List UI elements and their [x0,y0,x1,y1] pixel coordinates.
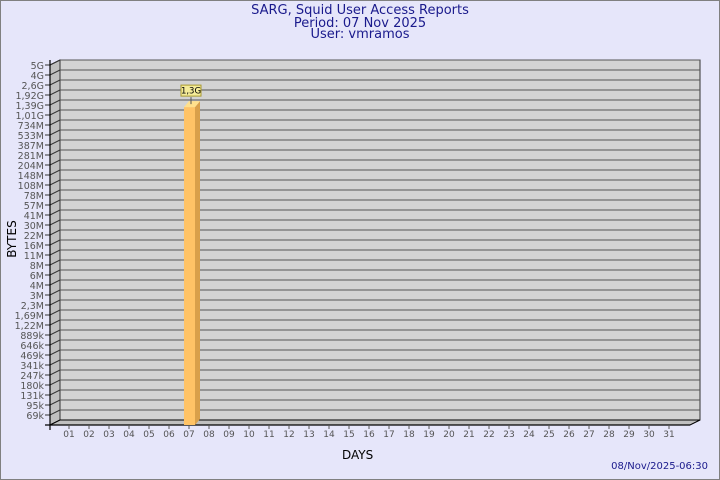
y-tick-label: 1,92G [15,91,44,102]
y-tick-label: 22M [24,231,44,242]
x-tick-label: 01 [63,430,74,440]
floor [49,419,701,426]
y-tick-label: 16M [24,241,44,252]
chart-title: SARG, Squid User Access Reports [251,3,469,18]
x-axis-label: DAYS [342,448,374,462]
x-tick-label: 06 [163,430,175,440]
y-tick-label: 41M [24,211,44,222]
x-tick-label: 04 [123,430,135,440]
y-tick-label: 204M [18,161,44,172]
data-label-box [180,84,202,97]
y-tick-label: 4G [31,71,44,82]
y-tick-label: 1,69M [15,311,44,322]
y-tick-label: 78M [24,191,44,202]
y-tick-label: 281M [18,151,44,162]
y-axis-label: BYTES [5,220,19,258]
y-tick-label: 341k [20,361,44,372]
x-tick-label: 26 [563,430,575,440]
x-tick-label: 31 [663,430,674,440]
y-tick-label: 4M [30,281,44,292]
y-tick-label: 2,3M [21,301,44,312]
bar-top [184,101,200,108]
x-tick-label: 24 [523,430,535,440]
x-tick-label: 22 [483,430,494,440]
bar [184,107,195,425]
y-tick-label: 11M [24,251,44,262]
x-tick-label: 14 [323,430,335,440]
x-tick-label: 23 [503,430,514,440]
x-tick-label: 25 [543,430,554,440]
x-tick-label: 05 [143,430,154,440]
y-tick-label: 469k [20,351,44,362]
y-tick-label: 2,6G [22,81,44,92]
y-tick-label: 247k [20,371,44,382]
y-tick-label: 108M [18,181,44,192]
chart-subtitle-period: Period: 07 Nov 2025 [293,16,427,31]
y-tick-label: 1,01G [15,111,44,122]
x-tick-label: 18 [403,430,415,440]
x-tick-label: 21 [463,430,474,440]
y-tick-label: 69k [26,411,44,422]
x-tick-label: 28 [603,430,615,440]
x-tick-label: 07 [183,430,194,440]
y-tick-label: 5G [31,61,44,72]
y-tick-label: 131k [20,391,44,402]
x-tick-label: 09 [223,430,235,440]
y-tick-label: 30M [24,221,44,232]
x-tick-label: 11 [263,430,274,440]
x-tick-label: 13 [303,430,314,440]
x-tick-label: 27 [583,430,594,440]
x-tick-label: 20 [443,430,455,440]
x-tick-label: 16 [363,430,375,440]
generated-timestamp: 08/Nov/2025-06:30 [611,461,708,472]
y-tick-label: 734M [18,121,44,132]
y-tick-label: 180k [20,381,44,392]
y-tick-label: 1,39G [15,101,44,112]
y-tick-label: 646k [20,341,44,352]
data-label: 1,3G [181,87,201,97]
y-tick-label: 889k [20,331,44,342]
bar-side [195,101,200,425]
x-tick-label: 29 [623,430,635,440]
y-tick-label: 6M [30,271,44,282]
x-tick-label: 15 [343,430,354,440]
chart-subtitle-user: User: vmramos [310,27,410,42]
x-tick-label: 30 [643,430,655,440]
x-tick-label: 19 [423,430,435,440]
x-tick-label: 17 [383,430,394,440]
x-tick-label: 02 [83,430,94,440]
y-tick-label: 1,22M [15,321,44,332]
x-tick-label: 03 [103,430,114,440]
y-tick-label: 95k [26,401,44,412]
y-tick-label: 533M [18,131,44,142]
y-tick-label: 8M [30,261,44,272]
y-tick-label: 3M [30,291,44,302]
x-tick-label: 08 [203,430,215,440]
y-tick-label: 387M [18,141,44,152]
x-tick-label: 10 [243,430,255,440]
x-tick-label: 12 [283,430,294,440]
y-tick-label: 148M [18,171,44,182]
y-tick-label: 57M [24,201,44,212]
